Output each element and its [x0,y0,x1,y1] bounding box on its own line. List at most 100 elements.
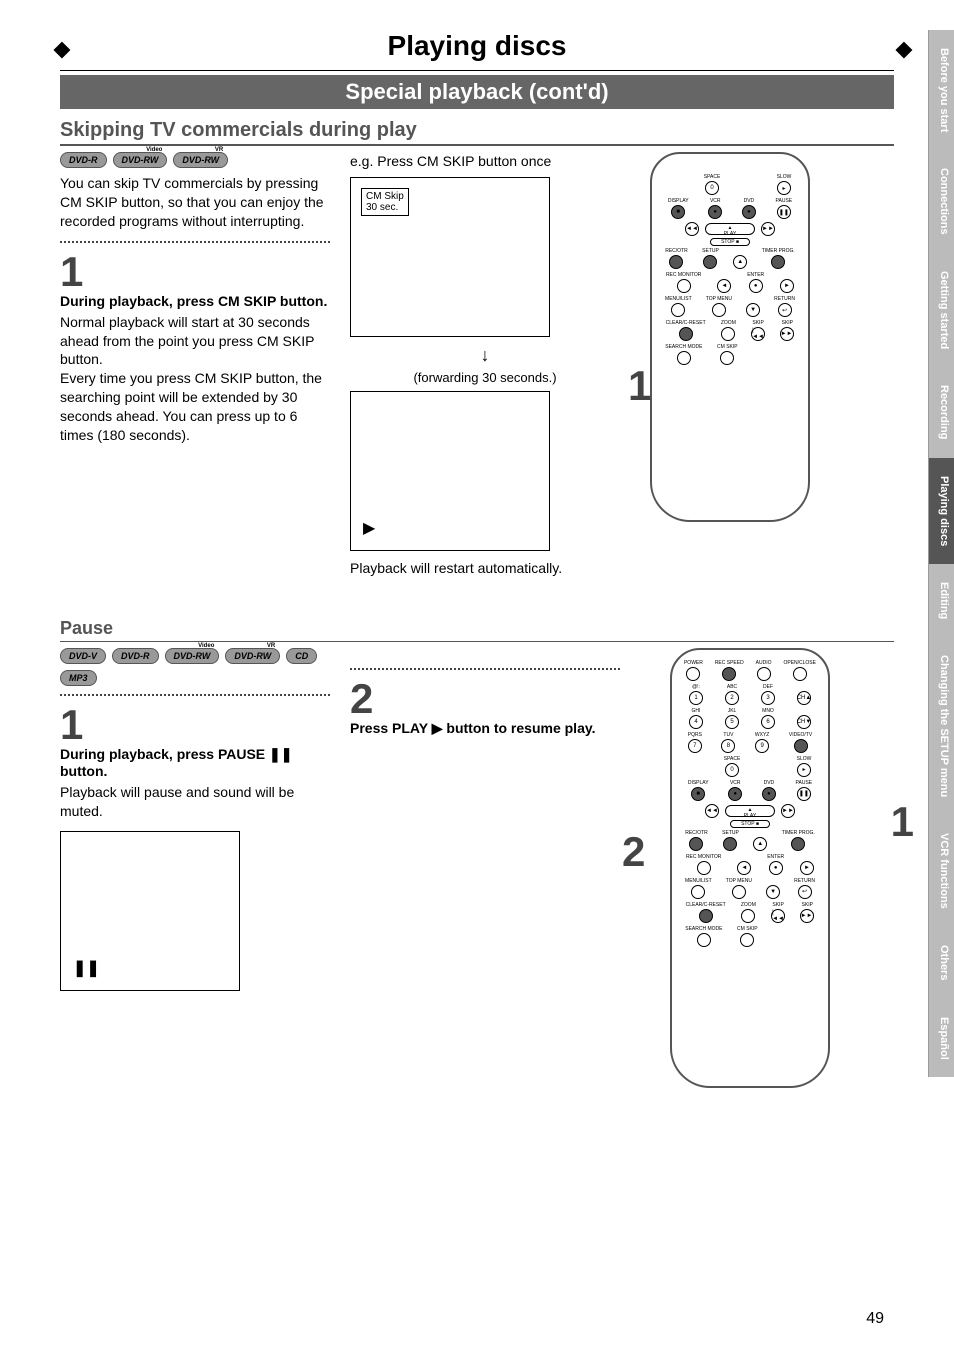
remote-button[interactable]: ❚❚ [777,205,791,219]
remote-button[interactable] [757,667,771,681]
remote-button[interactable]: STOP ■ [730,820,770,828]
disc-badge: DVD-RWVR [173,152,228,168]
remote-button[interactable] [689,837,703,851]
remote-button[interactable]: ❚❚ [797,787,811,801]
remote-label: SKIP [752,320,763,326]
remote-button[interactable] [771,255,785,269]
remote-button[interactable] [791,837,805,851]
remote-button[interactable]: ● [769,861,783,875]
divider [60,694,330,696]
side-tab[interactable]: Others [928,927,954,998]
remote-button[interactable]: |◄◄ [771,909,785,923]
pause-icon: ❚❚ [73,958,100,978]
remote-button[interactable]: ▸ [797,763,811,777]
remote-button[interactable] [699,909,713,923]
remote-button[interactable]: 6 [761,715,775,729]
remote-button[interactable] [740,933,754,947]
example-title: e.g. Press CM SKIP button once [350,152,620,171]
remote-label: TOP MENU [726,878,752,884]
cm-skip-label: CM Skip 30 sec. [361,188,409,216]
remote-button[interactable] [669,255,683,269]
remote-button[interactable]: ● [742,205,756,219]
remote-button[interactable]: STOP ■ [710,238,750,246]
remote-button[interactable]: ►►| [800,909,814,923]
remote-button[interactable]: 8 [721,739,735,753]
side-tab[interactable]: Connections [928,150,954,253]
side-tab[interactable]: Changing the SETUP menu [928,637,954,815]
page-subtitle: Special playback (cont'd) [60,75,894,109]
remote-button[interactable]: ▲PLAY [725,805,775,817]
remote-button[interactable]: |◄◄ [751,327,765,341]
remote-button[interactable] [741,909,755,923]
remote-button[interactable]: ◄ [717,279,731,293]
remote-button[interactable]: ►► [761,222,775,236]
remote-label: VIDEO/TV [789,732,812,738]
remote-button[interactable]: ▲ [753,837,767,851]
remote-button[interactable]: 4 [689,715,703,729]
remote-button[interactable]: ◄ [737,861,751,875]
remote-button[interactable] [686,667,700,681]
remote-label: SKIP [802,902,813,908]
s2-step1-title: During playback, press PAUSE ❚❚ button. [60,746,330,779]
remote-button[interactable]: ▸ [777,181,791,195]
remote-button[interactable]: 7 [688,739,702,753]
remote-button[interactable]: ▼ [746,303,760,317]
remote-button[interactable] [691,885,705,899]
remote-button[interactable] [679,327,693,341]
remote-button[interactable]: ▲PLAY [705,223,755,235]
divider [60,241,330,243]
remote-button[interactable]: ► [780,279,794,293]
side-tab[interactable]: Before you start [928,30,954,150]
remote-button[interactable]: ▼ [766,885,780,899]
remote-button[interactable]: 1 [689,691,703,705]
side-tab[interactable]: Editing [928,564,954,637]
remote-button[interactable] [697,861,711,875]
remote-button[interactable]: 3 [761,691,775,705]
section1-badges: DVD-RDVD-RWVideoDVD-RWVR [60,152,330,168]
side-tab[interactable]: Español [928,999,954,1078]
play-icon: ▶ [363,518,375,538]
remote-button[interactable]: ● [708,205,722,219]
remote-label: OPEN/CLOSE [783,660,816,666]
remote-button[interactable]: CH▲ [797,691,811,705]
remote-button[interactable]: 0 [705,181,719,195]
remote-button[interactable] [794,739,808,753]
remote-button[interactable] [722,667,736,681]
remote-label: DVD [764,780,775,786]
s2-step2-title: Press PLAY ▶ button to resume play. [350,720,620,737]
side-tab[interactable]: Recording [928,367,954,457]
remote-button[interactable]: ● [728,787,742,801]
remote-button[interactable]: CH▼ [797,715,811,729]
remote-button[interactable] [703,255,717,269]
side-tab[interactable]: VCR functions [928,815,954,927]
remote-button[interactable] [697,933,711,947]
remote-button[interactable] [671,303,685,317]
remote-button[interactable]: ►►| [780,327,794,341]
remote-button[interactable]: 0 [725,763,739,777]
remote-button[interactable]: ■ [671,205,685,219]
remote-label: SETUP [702,248,719,254]
remote-button[interactable]: ● [762,787,776,801]
remote-button[interactable] [723,837,737,851]
remote-button[interactable] [677,351,691,365]
remote-button[interactable]: 9 [755,739,769,753]
remote-button[interactable]: ↩ [778,303,792,317]
remote-button[interactable]: ■ [691,787,705,801]
remote-button[interactable]: 5 [725,715,739,729]
remote-button[interactable] [732,885,746,899]
remote-button[interactable] [712,303,726,317]
remote-button[interactable] [793,667,807,681]
remote-button[interactable]: ◄◄ [705,804,719,818]
remote-button[interactable]: ►► [781,804,795,818]
side-tab[interactable]: Playing discs [928,458,954,564]
remote-button[interactable]: ● [749,279,763,293]
remote-button[interactable] [677,279,691,293]
remote-button[interactable]: 2 [725,691,739,705]
remote-button[interactable]: ↩ [798,885,812,899]
remote-button[interactable] [720,351,734,365]
remote-button[interactable]: ▲ [733,255,747,269]
side-tab[interactable]: Getting started [928,253,954,367]
remote-button[interactable] [721,327,735,341]
remote-button[interactable]: ◄◄ [685,222,699,236]
remote-button[interactable]: ► [800,861,814,875]
